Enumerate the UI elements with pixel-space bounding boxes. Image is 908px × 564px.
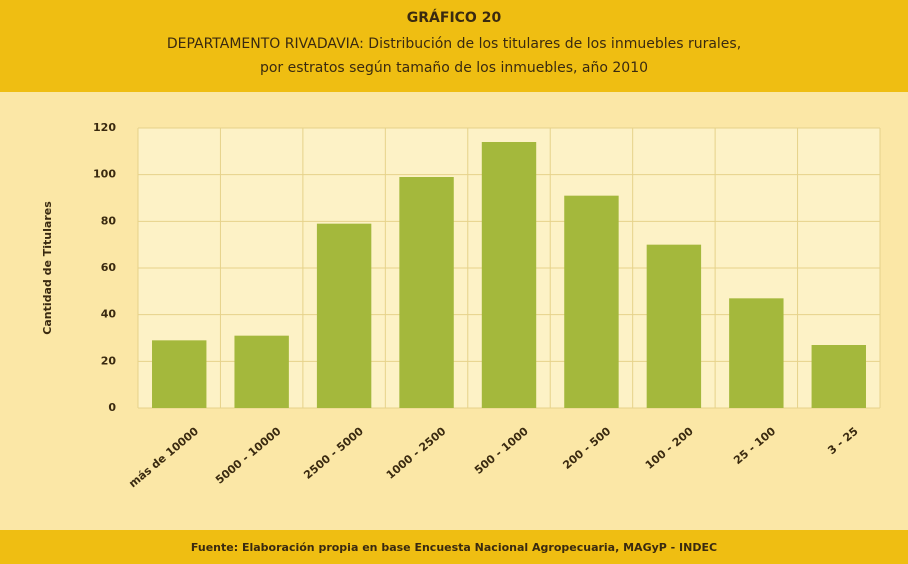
- source-note: Fuente: Elaboración propia en base Encue…: [191, 541, 717, 554]
- y-tick-label: 100: [93, 168, 116, 181]
- bar: [564, 195, 619, 408]
- bar: [811, 345, 866, 408]
- chart-title: GRÁFICO 20: [407, 9, 502, 26]
- bar: [234, 335, 289, 408]
- chart-subtitle: por estratos según tamaño de los inmuebl…: [260, 60, 648, 76]
- y-tick-label: 20: [101, 354, 117, 367]
- bar: [646, 244, 702, 408]
- bar: [399, 177, 454, 408]
- header-band: [0, 0, 908, 92]
- y-tick-label: 40: [101, 308, 117, 321]
- y-tick-label: 0: [108, 401, 116, 414]
- y-tick-label: 120: [93, 121, 116, 134]
- footer-band: [0, 530, 908, 564]
- y-tick-label: 60: [101, 261, 117, 274]
- bar: [316, 223, 372, 408]
- y-tick-label: 80: [101, 214, 117, 227]
- bar: [729, 298, 784, 408]
- chart-subtitle: DEPARTAMENTO RIVADAVIA: Distribución de …: [167, 36, 741, 52]
- y-axis-label: Cantidad de Titulares: [41, 201, 54, 335]
- bar: [152, 340, 207, 408]
- bar: [481, 142, 537, 408]
